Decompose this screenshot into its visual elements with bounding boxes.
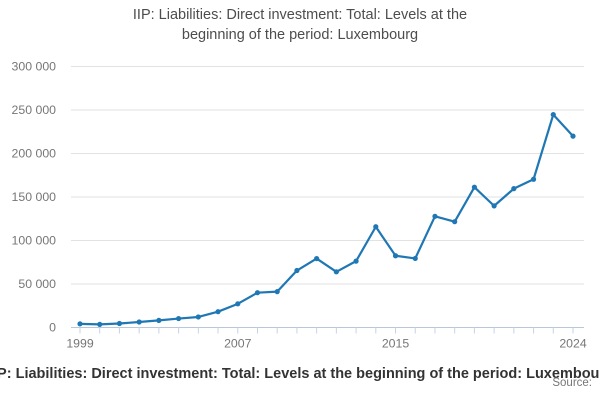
svg-text:2007: 2007 [224, 337, 252, 351]
svg-text:250 000: 250 000 [12, 103, 57, 117]
svg-text:300 000: 300 000 [12, 60, 57, 74]
svg-text:0: 0 [49, 321, 56, 335]
svg-text:2024: 2024 [559, 337, 587, 351]
svg-text:150 000: 150 000 [12, 190, 57, 204]
svg-text:2015: 2015 [382, 337, 410, 351]
svg-text:200 000: 200 000 [12, 147, 57, 161]
svg-text:1999: 1999 [66, 337, 94, 351]
svg-text:50 000: 50 000 [18, 277, 56, 291]
svg-text:100 000: 100 000 [12, 234, 57, 248]
